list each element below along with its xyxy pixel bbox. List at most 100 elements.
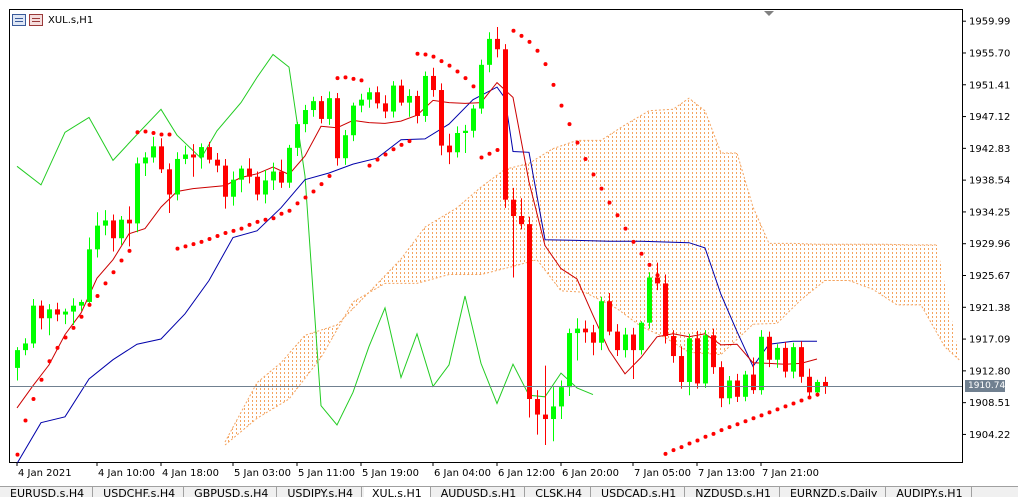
sar-dot <box>431 54 436 59</box>
candle-body <box>687 338 692 382</box>
sar-dot <box>327 173 332 178</box>
candle-body <box>151 146 156 158</box>
candle <box>143 152 148 176</box>
candle <box>127 206 132 247</box>
senkou-span-b <box>224 259 961 446</box>
sar-dot <box>151 131 156 136</box>
candle-body <box>463 130 468 134</box>
sar-dot <box>383 152 388 157</box>
scroll-shift-marker[interactable] <box>764 11 774 16</box>
price-tick-label: 1938.54 <box>969 176 1010 187</box>
sar-dot <box>111 270 116 275</box>
candle <box>719 361 724 408</box>
candle <box>343 130 348 165</box>
candle <box>575 318 580 361</box>
candle <box>383 95 388 119</box>
chart-tab[interactable]: AUDUSD.s,H1 <box>433 487 526 497</box>
kijun-sen-line <box>16 86 817 464</box>
candle <box>239 165 244 193</box>
sar-dot <box>63 335 68 340</box>
candle <box>783 341 788 378</box>
candle <box>31 298 36 348</box>
one-click-trading-icon[interactable] <box>29 14 43 26</box>
candle-body <box>815 381 820 393</box>
candle <box>527 216 532 418</box>
chart-tab[interactable]: USDCHF.s,H4 <box>95 487 185 497</box>
candle-body <box>487 38 492 65</box>
candle <box>711 328 716 374</box>
candle-body <box>63 311 68 315</box>
candle-body <box>415 95 420 116</box>
chart-tab[interactable]: XUL.s,H1 <box>364 487 431 497</box>
price-tick-label: 1929.96 <box>969 239 1010 250</box>
candle-body <box>719 367 724 399</box>
chart-tab[interactable]: EURNZD.s,Daily <box>782 487 887 497</box>
price-tick-label: 1955.70 <box>969 48 1010 59</box>
candle-body <box>751 374 756 391</box>
candle-body <box>623 334 628 351</box>
sar-dot <box>103 281 108 286</box>
sar-dot <box>135 130 140 135</box>
sar-dot <box>527 39 532 44</box>
chart-tab[interactable]: NZDUSD.s,H1 <box>687 487 780 497</box>
sar-dot <box>471 84 476 89</box>
candle <box>335 92 340 166</box>
candle <box>439 83 444 156</box>
candle-body <box>599 301 604 343</box>
sar-dot <box>655 273 660 278</box>
candle-body <box>655 277 660 284</box>
candle-body <box>591 332 596 343</box>
candle <box>703 330 708 388</box>
candle <box>647 272 652 329</box>
sar-dot <box>815 392 820 397</box>
sar-dot <box>495 148 500 153</box>
candle-body <box>455 133 460 153</box>
chart-tab[interactable]: CLSK,H4 <box>527 487 592 497</box>
candle <box>207 141 212 164</box>
candle <box>511 187 516 278</box>
candle <box>415 90 420 124</box>
candle <box>47 304 52 336</box>
candle-body <box>191 154 196 158</box>
time-tick-label: 5 Jan 11:00 <box>298 468 355 479</box>
candle <box>23 338 28 356</box>
sar-dot <box>223 231 228 236</box>
chart-tab[interactable]: USDCAD.s,H1 <box>593 487 686 497</box>
sar-dot <box>335 76 340 81</box>
candle-body <box>255 176 260 195</box>
candle <box>615 324 620 357</box>
price-tick-label: 1921.38 <box>969 303 1010 314</box>
candle <box>71 298 76 325</box>
sar-dot <box>143 129 148 134</box>
sar-dot <box>31 397 36 402</box>
chart-tab[interactable]: EURUSD.s,H4 <box>2 487 94 497</box>
sar-dot <box>199 239 204 244</box>
candle <box>295 121 300 156</box>
time-tick-label: 4 Jan 2021 <box>18 468 72 479</box>
chart-tab[interactable]: USDJPY.s,H4 <box>279 487 362 497</box>
sar-dot <box>215 234 220 238</box>
sar-dot <box>735 422 740 427</box>
chart-tab[interactable]: AUDJPY.s,H1 <box>888 487 972 497</box>
candle <box>495 27 500 58</box>
candle-body <box>383 103 388 112</box>
time-tick-label: 7 Jan 21:00 <box>762 468 819 479</box>
candle-body <box>279 171 284 183</box>
candle <box>263 170 268 204</box>
chart-window-icon <box>12 14 26 26</box>
candle <box>391 81 396 118</box>
sar-dot <box>311 189 316 194</box>
sar-dot <box>415 51 420 56</box>
candle <box>567 328 572 397</box>
ichimoku-cloud <box>224 97 961 446</box>
sar-dot <box>575 140 580 145</box>
candle-body <box>39 305 44 319</box>
price-tick-label: 1925.67 <box>969 271 1010 282</box>
sar-dot <box>671 448 676 453</box>
sar-dot <box>759 413 764 418</box>
candle-body <box>23 343 28 351</box>
candle-body <box>679 356 684 382</box>
chart-tab[interactable]: GBPUSD.s,H4 <box>186 487 278 497</box>
